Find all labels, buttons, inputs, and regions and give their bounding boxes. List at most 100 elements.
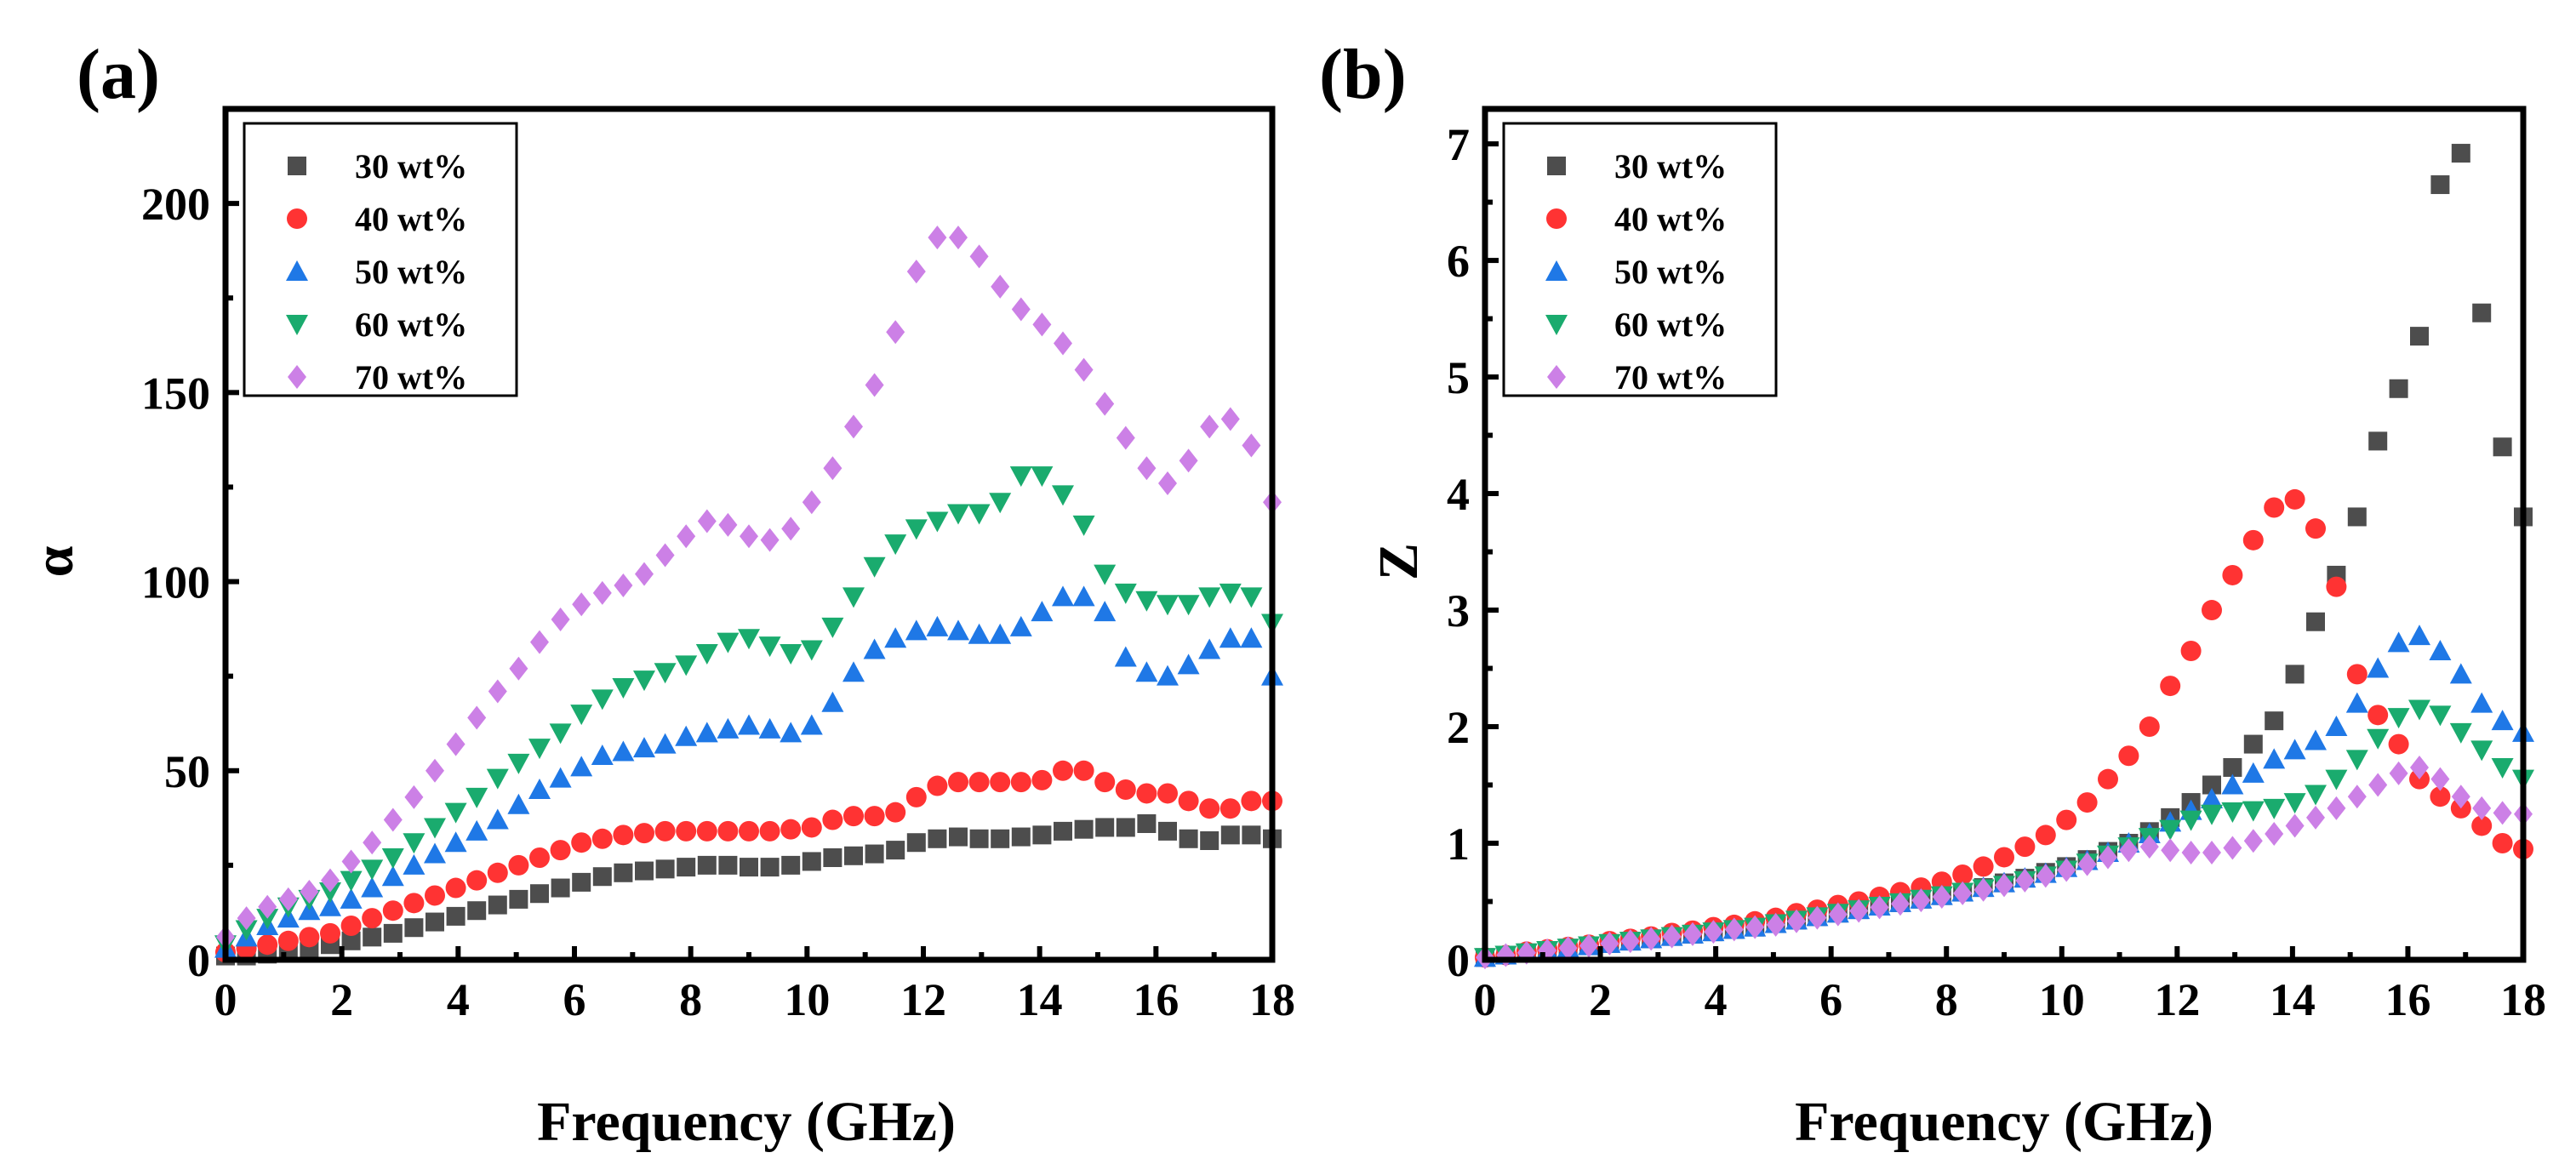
data-point-a-s3-17 bbox=[570, 756, 593, 777]
data-point-b-s5-6 bbox=[1600, 931, 1619, 956]
data-markers-b bbox=[1474, 144, 2534, 970]
data-point-b-s4-40 bbox=[2305, 785, 2327, 806]
data-point-a-s2-48 bbox=[1219, 798, 1241, 819]
y-tick-label-a-1: 50 bbox=[164, 746, 210, 797]
data-point-b-s3-42 bbox=[2345, 692, 2368, 713]
data-point-a-s5-45 bbox=[1158, 471, 1177, 495]
data-point-a-s5-30 bbox=[844, 414, 863, 439]
legend-label-b-3: 50 wt% bbox=[1614, 253, 1727, 291]
x-axis-title-a: Frequency (GHz) bbox=[537, 1091, 956, 1153]
data-point-b-s2-40 bbox=[2305, 518, 2326, 539]
legend-marker-b-4 bbox=[1545, 315, 1568, 335]
data-point-b-s5-9 bbox=[1662, 924, 1682, 949]
data-point-a-s3-46 bbox=[1177, 653, 1200, 675]
data-point-a-s2-35 bbox=[948, 772, 968, 793]
legend-label-b-4: 60 wt% bbox=[1614, 305, 1727, 344]
data-point-b-s5-33 bbox=[2161, 838, 2180, 863]
data-point-a-s1-8 bbox=[383, 923, 403, 943]
data-point-b-s5-7 bbox=[1620, 929, 1640, 954]
data-point-a-s4-40 bbox=[1052, 485, 1074, 506]
data-point-b-s5-11 bbox=[1704, 920, 1723, 944]
data-point-b-s1-40 bbox=[2306, 612, 2325, 631]
data-point-b-s5-38 bbox=[2265, 822, 2284, 847]
legend-label-b-5: 70 wt% bbox=[1614, 358, 1727, 397]
data-point-a-s5-9 bbox=[404, 785, 424, 809]
data-point-a-s4-35 bbox=[947, 504, 969, 525]
data-point-b-s2-28 bbox=[2056, 809, 2077, 830]
data-point-b-s4-42 bbox=[2345, 750, 2368, 771]
y-tick-label-a-2: 100 bbox=[141, 557, 210, 608]
data-point-b-s1-38 bbox=[2265, 711, 2284, 731]
data-point-b-s3-44 bbox=[2387, 631, 2410, 653]
data-point-b-s5-13 bbox=[1745, 915, 1765, 939]
data-point-a-s2-3 bbox=[277, 930, 299, 951]
data-point-a-s5-47 bbox=[1200, 414, 1219, 439]
x-tick-label-b-2: 4 bbox=[1705, 974, 1728, 1025]
legend-marker-a-5 bbox=[288, 365, 306, 389]
data-point-b-s1-44 bbox=[2389, 379, 2408, 398]
data-point-a-s3-16 bbox=[549, 767, 572, 788]
data-point-a-s4-28 bbox=[800, 640, 823, 661]
data-point-b-s4-37 bbox=[2242, 801, 2265, 822]
y-tick-label-b-4: 4 bbox=[1447, 469, 1470, 520]
data-point-b-s5-28 bbox=[2057, 858, 2076, 882]
data-point-a-s3-13 bbox=[486, 808, 509, 830]
data-point-a-s5-4 bbox=[300, 880, 319, 904]
data-point-a-s1-40 bbox=[1054, 821, 1072, 841]
data-point-a-s2-2 bbox=[257, 934, 278, 956]
data-point-a-s3-25 bbox=[738, 714, 760, 735]
data-point-b-s5-25 bbox=[1995, 873, 2013, 898]
data-point-b-s4-35 bbox=[2201, 804, 2223, 825]
data-point-a-s3-20 bbox=[633, 737, 655, 758]
data-point-b-s2-36 bbox=[2222, 564, 2243, 585]
x-tick-label-b-0: 0 bbox=[1474, 974, 1497, 1025]
data-point-a-s1-28 bbox=[802, 852, 821, 871]
data-point-a-s3-30 bbox=[842, 661, 865, 682]
data-point-a-s4-38 bbox=[1009, 466, 1032, 488]
data-point-b-s2-31 bbox=[2118, 745, 2139, 767]
chart-panel-a: (a) α Frequency (GHz) 0 2 4 6 8 10 12 14 16 18 0 50… bbox=[23, 35, 1295, 1153]
data-point-a-s1-48 bbox=[1220, 825, 1240, 845]
panel-label-b: (b) bbox=[1319, 35, 1407, 114]
data-point-a-s1-32 bbox=[886, 841, 905, 860]
data-point-a-s4-47 bbox=[1198, 587, 1221, 608]
data-point-a-s4-34 bbox=[926, 511, 949, 533]
data-point-a-s1-42 bbox=[1095, 818, 1115, 837]
data-point-a-s4-24 bbox=[717, 632, 740, 653]
data-point-b-s5-36 bbox=[2223, 836, 2242, 860]
data-point-a-s5-20 bbox=[635, 562, 654, 586]
data-point-a-s4-12 bbox=[466, 787, 488, 808]
data-point-a-s3-33 bbox=[905, 619, 928, 641]
data-point-b-s2-39 bbox=[2284, 488, 2305, 510]
data-point-b-s4-49 bbox=[2491, 757, 2514, 779]
data-point-a-s2-5 bbox=[320, 922, 340, 944]
data-point-b-s4-33 bbox=[2159, 819, 2182, 841]
data-point-b-s5-17 bbox=[1828, 902, 1848, 927]
data-point-a-s2-34 bbox=[927, 775, 948, 796]
data-point-a-s5-43 bbox=[1116, 425, 1135, 450]
data-point-a-s2-7 bbox=[362, 908, 383, 929]
data-point-b-s2-32 bbox=[2139, 716, 2160, 738]
data-point-a-s3-41 bbox=[1072, 585, 1095, 607]
x-tick-label-b-1: 2 bbox=[1589, 974, 1612, 1025]
data-point-a-s2-15 bbox=[529, 847, 550, 868]
data-point-b-s5-39 bbox=[2285, 813, 2305, 838]
data-point-b-s1-47 bbox=[2451, 144, 2470, 163]
data-point-a-s3-42 bbox=[1094, 601, 1117, 622]
data-point-b-s4-39 bbox=[2283, 793, 2306, 814]
data-point-a-s4-20 bbox=[633, 670, 655, 692]
data-point-a-s4-6 bbox=[340, 870, 363, 892]
data-point-b-s3-45 bbox=[2408, 625, 2430, 646]
data-point-b-s1-37 bbox=[2243, 734, 2263, 754]
data-point-a-s5-5 bbox=[321, 868, 340, 893]
legend-label-b-2: 40 wt% bbox=[1614, 200, 1727, 238]
data-point-b-s2-42 bbox=[2346, 664, 2368, 685]
y-tick-label-b-5: 5 bbox=[1447, 352, 1470, 403]
data-point-a-s5-10 bbox=[426, 758, 444, 783]
data-point-b-s5-26 bbox=[2015, 868, 2035, 893]
data-point-a-s1-29 bbox=[823, 848, 842, 867]
data-point-a-s4-5 bbox=[319, 882, 341, 903]
data-point-a-s3-21 bbox=[654, 733, 677, 754]
data-point-a-s5-21 bbox=[655, 543, 675, 568]
y-axis-title-b: Z bbox=[1368, 543, 1430, 580]
